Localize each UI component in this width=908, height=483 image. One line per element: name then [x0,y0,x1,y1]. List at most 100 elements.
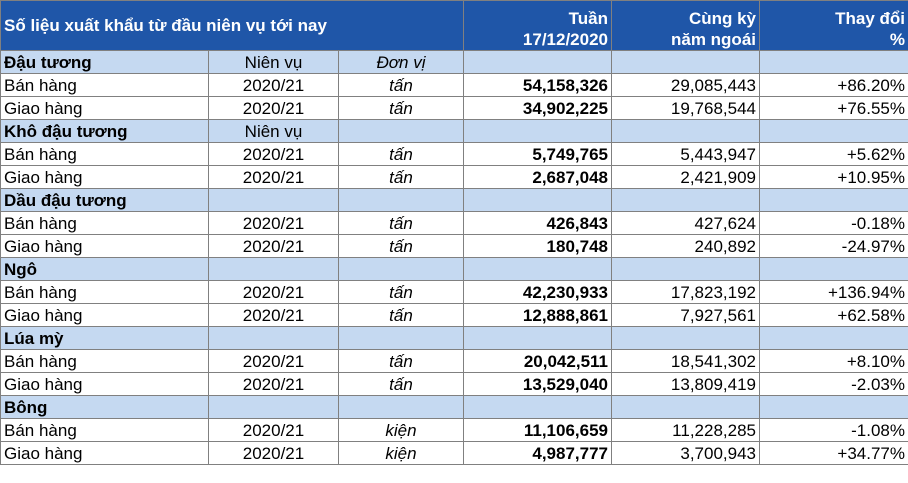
header-previous-year: Cùng kỳ năm ngoái [611,0,760,51]
section-unit-header [338,395,464,419]
row-unit: kiện [338,441,464,465]
row-previous-year: 29,085,443 [611,73,760,97]
section-blank [463,50,612,74]
header-change-line2: % [889,30,905,49]
section-blank [611,50,760,74]
row-label: Bán hàng [0,280,209,304]
section-blank [759,188,908,212]
header-change-line1: Thay đổi [835,9,905,28]
row-unit: kiện [338,418,464,442]
row-current-week: 2,687,048 [463,165,612,189]
row-season: 2020/21 [208,142,339,166]
section-name: Bông [0,395,209,419]
row-season: 2020/21 [208,165,339,189]
table-row: Bán hàng 2020/21 kiện 11,106,659 11,228,285-… [0,418,908,442]
row-season: 2020/21 [208,349,339,373]
row-previous-year: 7,927,561 [611,303,760,327]
row-change-percent: +136.94% [759,280,908,304]
row-current-week: 12,888,861 [463,303,612,327]
row-previous-year: 11,228,285 [611,418,760,442]
section-unit-header [338,119,464,143]
row-change-percent: +62.58% [759,303,908,327]
header-week-line1: Tuần [568,9,608,28]
section-blank [759,119,908,143]
section-unit-header: Đơn vị [338,50,464,74]
table-row: Giao hàng 2020/21 tấn 180,748 240,892 -24.97% [0,234,908,258]
row-change-percent: +34.77% [759,441,908,465]
section-season-header: Niên vụ [208,50,339,74]
row-previous-year: 5,443,947 [611,142,760,166]
section-name: Dầu đậu tương [0,188,209,212]
row-season: 2020/21 [208,303,339,327]
section-blank [759,50,908,74]
row-label: Bán hàng [0,211,209,235]
section-blank [759,395,908,419]
export-data-table: Số liệu xuất khẩu từ đầu niên vụ tới nay… [0,0,908,465]
row-season: 2020/21 [208,96,339,120]
row-current-week: 54,158,326 [463,73,612,97]
row-previous-year: 17,823,192 [611,280,760,304]
table-row: Bán hàng 2020/21 tấn 5,749,765 5,443,947 +5.6… [0,142,908,166]
row-season: 2020/21 [208,211,339,235]
section-blank [463,395,612,419]
row-label: Bán hàng [0,349,209,373]
row-label: Giao hàng [0,303,209,327]
row-unit: tấn [338,349,464,373]
section-unit-header [338,188,464,212]
table-row: Bán hàng 2020/21 tấn 54,158,326 29,085,443 +8… [0,73,908,97]
table-row: Bán hàng 2020/21 tấn 426,843 427,624 -0.18% [0,211,908,235]
row-previous-year: 240,892 [611,234,760,258]
header-prev-line1: Cùng kỳ [688,9,756,28]
section-unit-header [338,326,464,350]
section-blank [611,188,760,212]
row-change-percent: +76.55% [759,96,908,120]
row-current-week: 4,987,777 [463,441,612,465]
row-label: Giao hàng [0,372,209,396]
row-label: Giao hàng [0,165,209,189]
row-current-week: 11,106,659 [463,418,612,442]
row-unit: tấn [338,142,464,166]
section-season-header [208,326,339,350]
row-current-week: 426,843 [463,211,612,235]
row-label: Bán hàng [0,73,209,97]
row-season: 2020/21 [208,372,339,396]
row-previous-year: 2,421,909 [611,165,760,189]
row-previous-year: 3,700,943 [611,441,760,465]
row-unit: tấn [338,303,464,327]
section-name: Khô đậu tương [0,119,209,143]
row-season: 2020/21 [208,418,339,442]
row-current-week: 13,529,040 [463,372,612,396]
section-blank [463,188,612,212]
table-row: Bán hàng 2020/21 tấn 42,230,933 17,823,192 +1… [0,280,908,304]
row-previous-year: 13,809,419 [611,372,760,396]
section-row: Dầu đậu tương [0,188,908,212]
table-row: Giao hàng 2020/21 tấn 13,529,040 13,809,419-… [0,372,908,396]
row-change-percent: +8.10% [759,349,908,373]
section-season-header: Niên vụ [208,119,339,143]
row-current-week: 180,748 [463,234,612,258]
section-name: Ngô [0,257,209,281]
row-change-percent: -24.97% [759,234,908,258]
section-name: Lúa mỳ [0,326,209,350]
header-row: Số liệu xuất khẩu từ đầu niên vụ tới nay… [0,0,908,51]
section-row: Khô đậu tương Niên vụ [0,119,908,143]
section-name: Đậu tương [0,50,209,74]
row-unit: tấn [338,165,464,189]
section-season-header [208,188,339,212]
row-unit: tấn [338,372,464,396]
row-previous-year: 19,768,544 [611,96,760,120]
row-change-percent: +86.20% [759,73,908,97]
header-week-date: 17/12/2020 [522,30,608,49]
row-label: Giao hàng [0,96,209,120]
section-blank [759,257,908,281]
row-change-percent: +10.95% [759,165,908,189]
row-label: Giao hàng [0,234,209,258]
row-change-percent: -0.18% [759,211,908,235]
table-row: Giao hàng 2020/21 tấn 12,888,861 7,927,561 +6… [0,303,908,327]
row-unit: tấn [338,234,464,258]
row-season: 2020/21 [208,280,339,304]
row-unit: tấn [338,211,464,235]
section-blank [463,119,612,143]
section-blank [463,257,612,281]
row-current-week: 20,042,511 [463,349,612,373]
